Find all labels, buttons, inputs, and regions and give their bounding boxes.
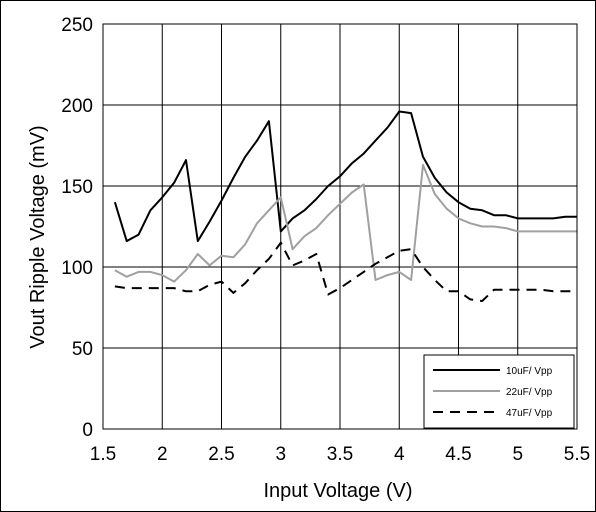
x-tick-label: 3.5 [327, 444, 353, 465]
x-axis-title: Input Voltage (V) [264, 480, 413, 502]
x-tick-label: 5.5 [564, 444, 590, 465]
y-axis-title: Vout Ripple Voltage (mV) [27, 125, 49, 348]
y-tick-label: 50 [72, 339, 93, 360]
x-tick-label: 3 [275, 444, 286, 465]
x-tick-label: 1.5 [90, 444, 116, 465]
legend: 10uF/ Vpp 22uF/ Vpp 47uF/ Vpp [423, 354, 575, 429]
y-tick-label: 250 [61, 15, 93, 36]
y-tick-label: 200 [61, 96, 93, 117]
series-layer [113, 110, 577, 302]
legend-label-2: 22uF/ Vpp [506, 387, 553, 398]
series-line-1 [113, 110, 577, 243]
plot-border [102, 23, 578, 430]
y-tick-label: 0 [82, 420, 93, 441]
y-tick-labels: 0 50 100 150 200 250 [61, 15, 93, 441]
legend-label-1: 10uF/ Vpp [506, 366, 553, 377]
x-tick-label: 4.5 [445, 444, 471, 465]
x-tick-labels: 1.5 2 2.5 3 3.5 4 4.5 5 5.5 [90, 444, 590, 465]
legend-label-3: 47uF/ Vpp [506, 408, 553, 419]
x-tick-label: 5 [512, 444, 523, 465]
y-tick-label: 100 [61, 258, 93, 279]
series-line-2 [114, 163, 577, 283]
y-tick-label: 150 [61, 177, 93, 198]
series-line-3 [114, 241, 577, 302]
x-tick-label: 2 [157, 444, 168, 465]
x-tick-label: 2.5 [208, 444, 234, 465]
x-tick-label: 4 [394, 444, 405, 465]
